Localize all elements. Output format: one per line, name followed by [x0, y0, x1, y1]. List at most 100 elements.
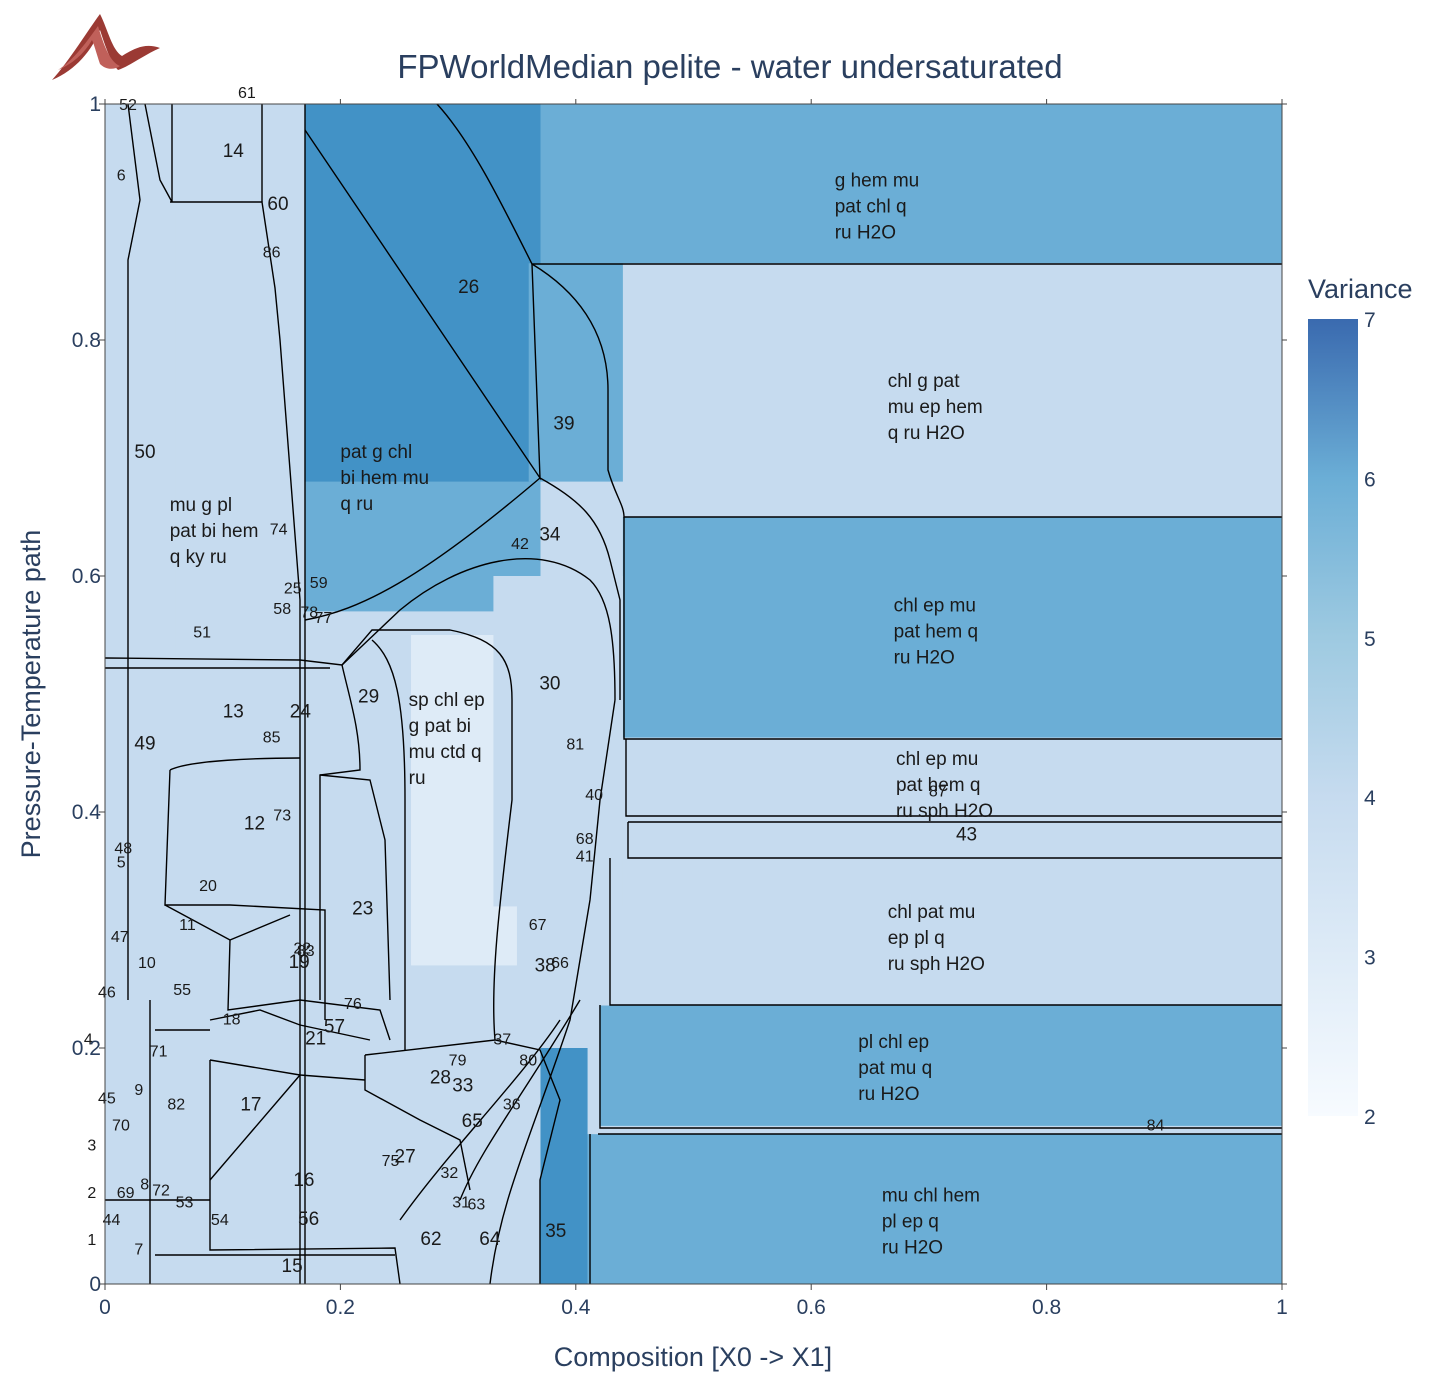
phase-field-label: mu ctd q	[409, 742, 482, 763]
phase-field-label: pl ep q	[882, 1211, 939, 1232]
phase-field-11	[305, 104, 541, 482]
axes: 0 0.2 0.4 0.6 0.8 1 0 0.2 0.4 0.6 0.8 1	[72, 93, 1288, 1319]
region-number-label: 4	[84, 1031, 93, 1048]
logo-mountain-icon	[52, 14, 160, 80]
phase-field-label: pat hem q	[894, 621, 979, 642]
phase-field-label: chl ep mu	[894, 595, 976, 616]
phase-field-label: g pat bi	[409, 716, 471, 737]
y-tick-label: 0	[89, 1273, 101, 1296]
region-number-label: 44	[103, 1212, 121, 1229]
phase-field-7	[587, 1134, 1282, 1284]
region-number-label: 68	[576, 831, 594, 848]
phase-field-5	[611, 858, 1282, 1006]
region-number-label: 64	[479, 1229, 501, 1250]
region-number-label: 14	[223, 141, 245, 162]
region-number-label: 52	[119, 97, 137, 114]
region-number-label: 34	[539, 525, 561, 546]
region-number-label: 82	[167, 1096, 185, 1113]
y-axis-ticks: 0 0.2 0.4 0.6 0.8 1	[72, 93, 1287, 1296]
phase-fields	[175, 104, 1282, 1284]
phase-field-label: q ru	[340, 494, 373, 515]
region-number-label: 42	[511, 536, 529, 553]
phase-field-label: chl pat mu	[888, 902, 976, 923]
region-number-label: 31	[452, 1194, 470, 1211]
phase-field-label: chl g pat	[888, 371, 961, 392]
phase-labels: g hem mu pat chl q ru H2O chl g pat mu ep he…	[84, 85, 1165, 1277]
y-tick-label: 0.4	[72, 801, 102, 824]
plot-area: g hem mu pat chl q ru H2O chl g pat mu ep he…	[84, 85, 1282, 1285]
region-number-label: 67	[529, 917, 547, 934]
y-axis-title: Pressure-Temperature path	[16, 530, 46, 859]
region-number-label: 73	[273, 807, 291, 824]
region-number-label: 81	[566, 736, 584, 753]
region-number-label: 78	[300, 604, 318, 621]
region-number-label: 11	[179, 917, 196, 934]
region-number-label: 80	[519, 1053, 537, 1070]
phase-field-label: q ru H2O	[888, 423, 965, 444]
phase-field-12	[528, 263, 623, 482]
y-tick-label: 0.8	[72, 329, 101, 352]
region-number-label: 58	[273, 601, 291, 618]
region-number-label: 13	[223, 702, 244, 723]
region-number-label: 57	[324, 1017, 345, 1038]
phase-field-label: ru H2O	[858, 1084, 919, 1105]
region-number-label: 53	[176, 1194, 194, 1211]
x-tick-label: 0	[99, 1296, 111, 1319]
region-number-label: 6	[117, 168, 126, 185]
phase-field-13	[493, 576, 623, 907]
colorbar-ticks: 2 3 4 5 6 7	[1364, 309, 1376, 1129]
phase-field-label: ru sph H2O	[896, 801, 993, 822]
region-number-label: 22	[293, 941, 311, 958]
region-number-label: 25	[284, 581, 302, 598]
colorbar-tick-label: 5	[1364, 628, 1376, 651]
phase-field-label: chl ep mu	[896, 749, 978, 770]
region-number-label: 76	[344, 996, 362, 1013]
phase-field-label: pl chl ep	[858, 1032, 929, 1053]
region-number-label: 18	[223, 1011, 241, 1028]
region-number-label: 1	[87, 1232, 96, 1249]
region-number-label: 65	[462, 1111, 483, 1132]
region-number-label: 86	[263, 244, 281, 261]
region-number-label: 61	[238, 85, 256, 102]
phase-field-label: mu ep hem	[888, 397, 983, 418]
region-number-label: 21	[305, 1028, 326, 1049]
colorbar-tick-label: 2	[1364, 1106, 1376, 1129]
region-number-label: 60	[267, 194, 288, 215]
region-number-label: 55	[173, 982, 191, 999]
region-number-label: 32	[440, 1165, 458, 1182]
region-number-label: 46	[98, 984, 116, 1001]
phase-field-9	[175, 210, 306, 659]
phase-field-label: ru	[409, 768, 426, 789]
phase-field-label: bi hem mu	[340, 468, 429, 489]
region-number-label: 26	[458, 277, 479, 298]
phase-field-label: q ky ru	[170, 547, 227, 568]
x-tick-label: 0.4	[561, 1296, 591, 1319]
region-number-label: 49	[134, 733, 155, 754]
phase-field-label: pat hem q	[896, 775, 981, 796]
x-tick-label: 1	[1276, 1296, 1288, 1319]
region-number-label: 38	[535, 955, 556, 976]
region-number-label: 10	[138, 955, 156, 972]
region-number-label: 35	[545, 1221, 566, 1242]
colorbar-tick-label: 6	[1364, 468, 1376, 491]
region-number-label: 27	[395, 1146, 416, 1167]
phase-field-label: pat g chl	[340, 442, 412, 463]
region-number-label: 40	[585, 787, 603, 804]
phase-field-label: ru H2O	[882, 1237, 943, 1258]
region-number-label: 54	[211, 1212, 229, 1229]
region-number-label: 16	[293, 1170, 314, 1191]
region-number-label: 37	[493, 1031, 511, 1048]
y-tick-label: 0.6	[72, 565, 101, 588]
region-number-label: 83	[297, 943, 315, 960]
region-number-label: 41	[576, 849, 594, 866]
phase-field-label: pat bi hem	[170, 521, 259, 542]
region-number-label: 23	[352, 899, 373, 920]
region-number-label: 87	[929, 784, 947, 801]
phase-field-4	[622, 821, 1282, 859]
region-number-label: 66	[551, 955, 569, 972]
region-number-label: 47	[111, 929, 129, 946]
region-number-label: 5	[117, 854, 126, 871]
region-number-label: 19	[289, 952, 310, 973]
region-number-label: 48	[114, 840, 132, 857]
